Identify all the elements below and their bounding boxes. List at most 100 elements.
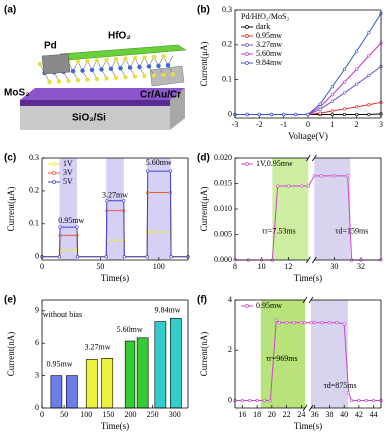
x-tick-label: 0 [40, 262, 44, 271]
y-tick-label: 9 [35, 306, 39, 315]
x-tick-label: 0 [40, 410, 44, 419]
x-tick-label: 100 [80, 410, 92, 419]
y-tick-label: 6 [35, 338, 39, 347]
x-axis-label: Time(s) [294, 421, 322, 431]
point [318, 111, 322, 115]
axis-break [302, 404, 308, 412]
hfo2-layer [59, 44, 187, 61]
point [327, 321, 332, 325]
x-axis-label: Time(s) [101, 421, 129, 431]
point [306, 184, 310, 188]
point [342, 112, 347, 117]
y-tick-label: 2 [228, 345, 232, 354]
point [276, 184, 280, 188]
panel-label: (c) [4, 153, 16, 164]
y-tick-label: 0.020 [214, 153, 232, 162]
y-tick-label: 0.3 [29, 153, 39, 162]
panel-label: (a) [4, 5, 16, 16]
legend-label: 1V [63, 159, 73, 168]
x-tick-label: -2 [256, 120, 263, 129]
point [122, 199, 126, 203]
lattice-atom [75, 59, 81, 64]
axis-break [308, 404, 314, 412]
pd-label: Pd [44, 41, 57, 52]
x-axis-label: Time(s) [294, 273, 322, 283]
point [330, 109, 334, 113]
chart-panel: (c)00.10.20.30 50 100Time(s)Current(μA)1V3… [4, 153, 190, 283]
x-tick-label: 42 [355, 410, 363, 419]
legend-label: 3V [63, 168, 73, 177]
y-tick-label: 0 [35, 252, 39, 261]
bar [170, 318, 182, 409]
y-tick-label: 0.005 [214, 229, 232, 238]
point [303, 321, 307, 325]
y-tick-label: 0.3 [222, 5, 232, 14]
point [346, 391, 351, 395]
point [245, 112, 249, 117]
series-line [235, 319, 381, 401]
point [169, 255, 173, 259]
x-axis-label: Time(s) [101, 273, 129, 283]
point [342, 107, 347, 111]
point [284, 321, 289, 325]
point [320, 321, 324, 325]
point [355, 67, 359, 71]
point [76, 255, 80, 259]
axis-break [306, 154, 311, 162]
light-region [311, 300, 348, 408]
legend-label: dark [256, 22, 270, 31]
y-axis-label: Current(μA) [199, 187, 209, 232]
lattice-atom [137, 64, 142, 70]
lattice-atom [156, 63, 161, 68]
chart-panel: (b) 0 0.1 0.2 0.3 -3 -2 -1 0 1 2 3 Voltage(V) Current… [197, 5, 383, 141]
series-line [42, 192, 188, 258]
x-tick-label: 38 [325, 410, 333, 419]
lattice-atom [142, 73, 147, 79]
point [286, 184, 290, 188]
axis-break [312, 256, 317, 264]
x-tick-label: 20 [268, 410, 276, 419]
point [355, 82, 359, 86]
point [262, 398, 267, 403]
contact [149, 65, 185, 87]
light-region [314, 158, 351, 260]
legend-label: 9.84mw [256, 58, 282, 67]
point [269, 112, 274, 117]
series-line [42, 231, 188, 258]
x-tick-label: 16 [238, 410, 246, 419]
lattice-atom [80, 68, 85, 73]
panel-label: (d) [197, 153, 210, 164]
lattice-atom [37, 61, 43, 67]
lattice-atom [151, 54, 157, 59]
point [313, 321, 317, 325]
legend-marker [245, 162, 249, 166]
legend-marker [52, 162, 56, 166]
lattice-atom [118, 66, 123, 71]
lattice-atom [66, 78, 71, 84]
point [349, 398, 354, 403]
bar [66, 375, 78, 409]
lattice-atom [99, 67, 104, 72]
lattice-atom [104, 57, 109, 62]
bar [50, 375, 63, 409]
point [282, 112, 286, 117]
x-tick-label: 22 [283, 410, 291, 419]
lattice-atom [123, 75, 128, 80]
annotation: 5.60mw [146, 158, 172, 167]
bar [101, 358, 114, 409]
y-tick-label: 0.010 [214, 204, 232, 213]
light-region [106, 158, 124, 260]
y-axis-label: Current(nA) [199, 332, 209, 377]
point [292, 321, 296, 325]
annotation: 3.27mw [102, 191, 128, 200]
point [342, 67, 347, 71]
point [145, 255, 149, 259]
x-tick-label: 12 [284, 262, 292, 271]
lattice-atom [142, 55, 147, 60]
point [268, 398, 272, 403]
point [367, 73, 371, 78]
lattice-atom [85, 77, 90, 82]
mos2-label: MoS₂ [4, 88, 30, 99]
chart-panel: (d) 0.000 0.005 0.010 0.015 0.020 8 10 12 30 32 Tim… [197, 153, 383, 283]
